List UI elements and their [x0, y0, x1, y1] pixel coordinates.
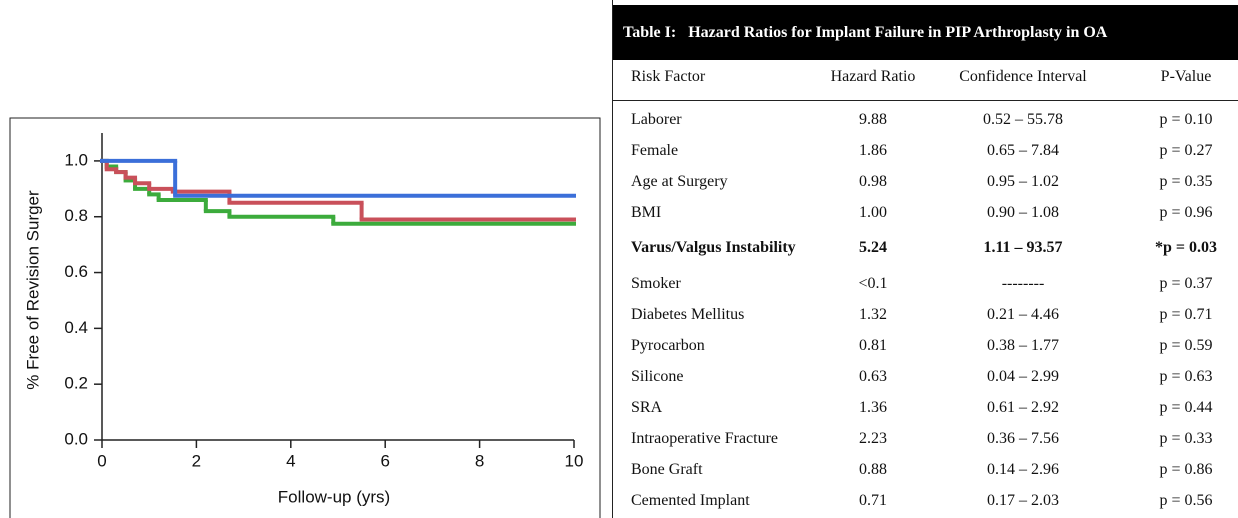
table-cell: Diabetes Mellitus	[631, 305, 745, 323]
table-cell: 1.00	[859, 203, 887, 221]
table-cell: Female	[631, 141, 679, 159]
x-tick-label: 8	[475, 451, 484, 470]
table-cell: p = 0.33	[1159, 429, 1213, 447]
y-tick-label: 0.8	[64, 206, 88, 225]
table-cell: 0.17 – 2.03	[987, 491, 1059, 509]
table-cell: p = 0.35	[1159, 172, 1213, 190]
y-tick-label: 0.4	[64, 318, 88, 337]
y-tick-label: 0.0	[64, 429, 88, 448]
table-cell: Cemented Implant	[631, 491, 750, 509]
table-cell: 0.14 – 2.96	[987, 460, 1059, 478]
table-cell: p = 0.56	[1159, 491, 1213, 509]
header-rule	[613, 100, 1238, 101]
x-tick-label: 10	[565, 451, 584, 470]
table-cell: p = 0.63	[1159, 367, 1213, 385]
column-header: Confidence Interval	[959, 68, 1087, 85]
table-cell: Laborer	[631, 110, 682, 128]
table-cell: *p = 0.03	[1154, 239, 1217, 256]
table-cell: p = 0.96	[1159, 203, 1213, 221]
table-cell: 0.90 – 1.08	[987, 203, 1059, 221]
table-cell: Pyrocarbon	[631, 336, 705, 354]
table-cell: 0.95 – 1.02	[987, 172, 1059, 190]
table-cell: 0.21 – 4.46	[987, 305, 1059, 323]
column-header: Risk Factor	[631, 68, 706, 85]
table-title: Table I: Hazard Ratios for Implant Failu…	[613, 5, 1238, 60]
table-cell: Bone Graft	[631, 460, 703, 478]
x-tick-label: 4	[286, 451, 295, 470]
table-cell: 0.63	[859, 367, 887, 385]
panel-border	[9, 117, 601, 518]
table-cell: 2.23	[859, 429, 887, 447]
table-cell: p = 0.10	[1159, 110, 1213, 128]
table-cell: BMI	[631, 203, 662, 221]
table-cell: 0.61 – 2.92	[987, 398, 1059, 416]
table-cell: 9.88	[859, 110, 887, 128]
x-tick-label: 6	[380, 451, 389, 470]
column-header: P-Value	[1160, 68, 1212, 85]
x-axis-label: Follow-up (yrs)	[278, 487, 390, 506]
y-axis-label: % Free of Revision Surger	[23, 190, 42, 390]
table-cell: 0.65 – 7.84	[987, 141, 1059, 159]
y-tick-label: 1.0	[64, 150, 88, 169]
table-cell: <0.1	[858, 274, 888, 292]
table-cell: 1.11 – 93.57	[983, 239, 1063, 256]
y-tick-label: 0.6	[64, 262, 88, 281]
table-cell: p = 0.27	[1159, 141, 1213, 159]
chart: Follow-up (yrs) % Free of Revision Surge…	[9, 117, 601, 518]
y-tick-label: 0.2	[64, 374, 88, 393]
table-cell: p = 0.44	[1159, 398, 1213, 416]
table-cell: 0.71	[859, 491, 887, 509]
table-cell: 5.24	[859, 239, 887, 256]
table-cell: Silicone	[631, 367, 684, 385]
table-cell: SRA	[631, 398, 663, 416]
table-cell: Intraoperative Fracture	[631, 429, 779, 447]
table-cell: 0.36 – 7.56	[987, 429, 1059, 447]
table-cell: 0.88	[859, 460, 887, 478]
table-cell: Varus/Valgus Instability	[631, 239, 796, 256]
table-cell: 0.52 – 55.78	[983, 110, 1063, 128]
table: Table I: Hazard Ratios for Implant Failu…	[612, 0, 1238, 518]
table-cell: Age at Surgery	[631, 172, 728, 190]
table-cell: 1.36	[859, 398, 887, 416]
table-cell: 0.04 – 2.99	[987, 367, 1059, 385]
table-cell: Smoker	[631, 274, 681, 292]
table-cell: 0.98	[859, 172, 887, 190]
table-cell: p = 0.37	[1159, 274, 1213, 292]
table-cell: p = 0.86	[1159, 460, 1213, 478]
x-tick-label: 2	[192, 451, 201, 470]
table-cell: --------	[1001, 274, 1045, 292]
x-tick-label: 0	[97, 451, 106, 470]
table-cell: 1.32	[859, 305, 887, 323]
table-cell: p = 0.71	[1159, 305, 1213, 323]
column-header: Hazard Ratio	[830, 68, 916, 85]
table-cell: 0.38 – 1.77	[987, 336, 1059, 354]
table-cell: 0.81	[859, 336, 887, 354]
table-cell: 1.86	[859, 141, 887, 159]
table-cell: p = 0.59	[1159, 336, 1213, 354]
